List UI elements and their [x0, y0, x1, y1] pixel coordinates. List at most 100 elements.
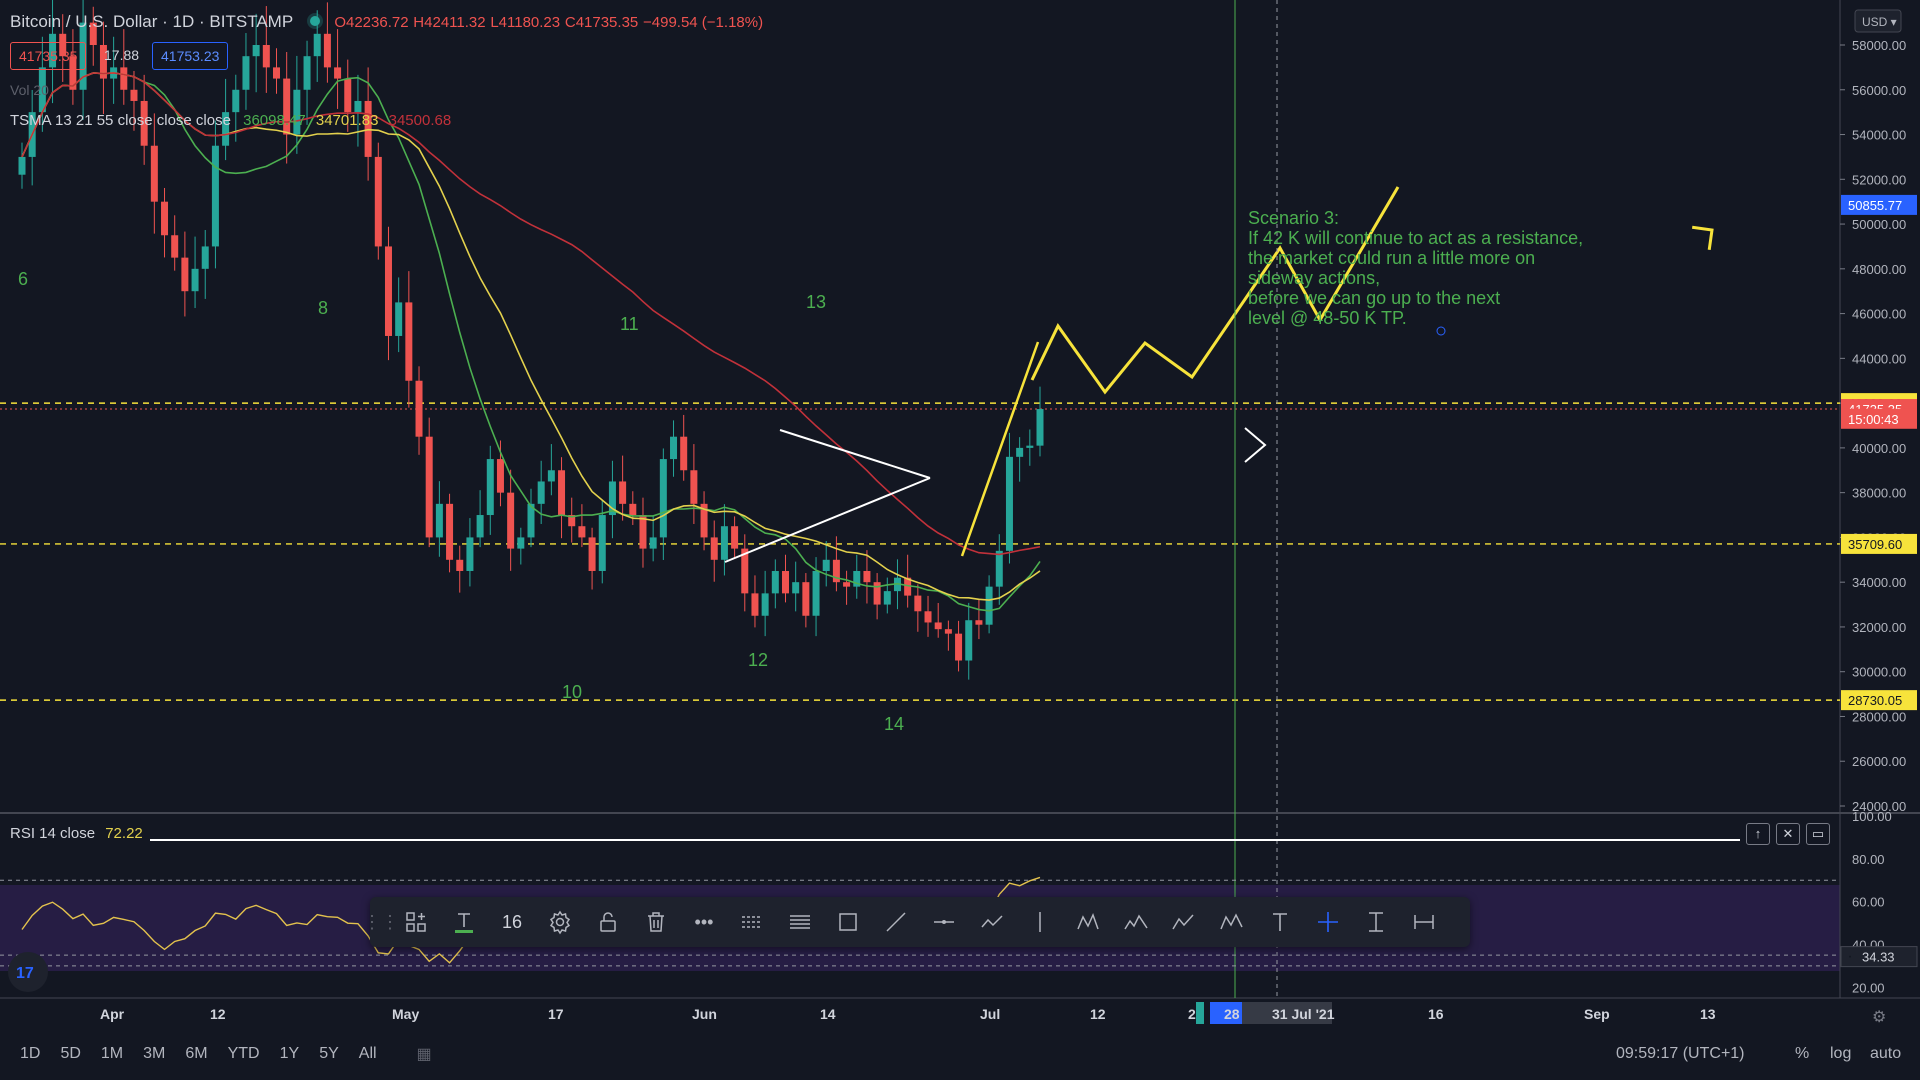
trash-icon[interactable] — [636, 902, 676, 942]
candle-body — [700, 503, 708, 538]
rsi-legend[interactable]: RSI 14 close 72.22 — [10, 825, 143, 842]
exchange-label: BITSTAMP — [209, 12, 293, 31]
candle-body — [293, 89, 301, 135]
candle-body — [507, 492, 515, 549]
date-range-marker — [1196, 1002, 1204, 1024]
wave-label: 6 — [18, 269, 28, 289]
sma55-value: 34500.68 — [388, 112, 452, 129]
crosshair-icon[interactable] — [1308, 902, 1348, 942]
candle-body — [140, 100, 148, 146]
candle-body — [384, 246, 392, 336]
rsi-move-up-icon[interactable]: ↑ — [1746, 823, 1770, 845]
align-icon[interactable] — [780, 902, 820, 942]
line-style-icon[interactable] — [732, 902, 772, 942]
drag-handle-icon[interactable]: ⋮⋮ — [363, 911, 399, 932]
rectangle-tool-icon[interactable] — [828, 902, 868, 942]
candle-body — [59, 33, 67, 57]
price-tick-label: 52000.00 — [1852, 172, 1906, 187]
candle-body — [751, 593, 759, 616]
candle-body — [69, 56, 77, 90]
rsi-current-tag — [1840, 946, 1918, 968]
bottom-toolbar: 1D 5D 1M 3M 6M YTD 1Y 5Y All ▦ 09:59:17 … — [0, 1028, 1920, 1080]
candle-body — [99, 45, 107, 79]
symbol-title[interactable]: Bitcoin / U.S. Dollar — [10, 12, 158, 31]
sell-price-button[interactable]: 41735.35 — [10, 42, 87, 70]
elliott-wave-icon[interactable] — [1116, 902, 1156, 942]
text-color-icon[interactable] — [444, 902, 484, 942]
volume-legend[interactable]: Vol 20 — [10, 82, 49, 98]
trendline-tool-icon[interactable] — [876, 902, 916, 942]
drawing-toolbar: ⋮⋮ 16 ••• — [363, 897, 1470, 947]
candle-body — [303, 56, 311, 90]
candle-body — [547, 470, 555, 482]
range-5y[interactable]: 5Y — [319, 1045, 339, 1062]
candle-body — [720, 526, 728, 560]
scenario-note-line: If 42 K will continue to act as a resist… — [1248, 228, 1583, 248]
candle-body — [79, 22, 87, 90]
ohlc-open: O42236.72 — [334, 14, 409, 31]
candle-body — [323, 33, 331, 68]
range-1m[interactable]: 1M — [100, 1045, 124, 1062]
candle-body — [232, 89, 240, 113]
range-ytd[interactable]: YTD — [227, 1045, 260, 1062]
templates-icon[interactable] — [396, 902, 436, 942]
rsi-maximize-icon[interactable]: ▭ — [1806, 823, 1830, 845]
candle-body — [191, 268, 199, 292]
text-tool-icon[interactable] — [1260, 902, 1300, 942]
pattern-tool-icon[interactable] — [1068, 902, 1108, 942]
range-5d[interactable]: 5D — [60, 1045, 81, 1062]
scenario-note-line: before we can go up to the next — [1248, 288, 1500, 308]
candle-body — [731, 526, 739, 549]
scenario-note-line: sideway actions, — [1248, 268, 1380, 288]
ohlc-high: H42411.32 — [413, 14, 486, 31]
price-range-icon[interactable] — [1356, 902, 1396, 942]
range-1y[interactable]: 1Y — [279, 1045, 300, 1062]
range-all[interactable]: All — [358, 1045, 377, 1062]
percent-toggle[interactable]: % — [1795, 1045, 1810, 1062]
log-toggle[interactable]: log — [1830, 1045, 1852, 1062]
candle-body — [89, 22, 97, 45]
scenario-note-line: the market could run a little more on — [1248, 248, 1535, 268]
auto-toggle[interactable]: auto — [1870, 1045, 1902, 1062]
sma-legend[interactable]: TSMA 13 21 55 close close close 36098.47… — [10, 112, 451, 129]
candle-body — [578, 526, 586, 538]
date-range-picker-icon[interactable]: ▦ — [416, 1046, 432, 1063]
settings-gear-icon[interactable] — [540, 902, 580, 942]
abc-wave-icon[interactable] — [1164, 902, 1204, 942]
path-tool-icon[interactable] — [972, 902, 1012, 942]
clock[interactable]: 09:59:17 (UTC+1) — [1616, 1045, 1745, 1062]
range-1d[interactable]: 1D — [20, 1045, 41, 1062]
candle-body — [914, 595, 922, 612]
price-tick-label: 46000.00 — [1852, 307, 1906, 322]
date-range-icon[interactable] — [1404, 902, 1444, 942]
projection-path — [1030, 186, 1400, 395]
time-tick-label: Jun — [692, 1006, 717, 1022]
tradingview-logo — [8, 952, 48, 992]
wave-label: 11 — [620, 314, 639, 334]
rsi-close-icon[interactable]: ✕ — [1776, 823, 1800, 845]
candle-body — [334, 67, 342, 79]
price-tick-label: 50000.00 — [1852, 217, 1906, 232]
candle-body — [965, 620, 973, 661]
time-tick-label: 13 — [1700, 1006, 1716, 1022]
candle-body — [883, 591, 891, 605]
candle-body — [955, 633, 963, 661]
more-icon[interactable]: ••• — [694, 911, 714, 932]
ae-wave-icon[interactable] — [1212, 902, 1252, 942]
wave-label: 13 — [806, 292, 826, 312]
vertical-line-icon[interactable] — [1020, 902, 1060, 942]
candle-body — [1036, 409, 1044, 446]
candle-body — [792, 582, 800, 594]
price-tag — [1841, 194, 1917, 215]
font-size-select[interactable]: 16 — [501, 911, 523, 932]
horizontal-line-icon[interactable] — [924, 902, 964, 942]
price-tick-label: 28000.00 — [1852, 709, 1906, 724]
lock-icon[interactable] — [588, 902, 628, 942]
range-3m[interactable]: 3M — [143, 1045, 166, 1062]
candle-body — [1026, 445, 1034, 448]
range-6m[interactable]: 6M — [185, 1045, 208, 1062]
buy-price-button[interactable]: 41753.23 — [152, 42, 229, 70]
rsi-value: 72.22 — [105, 825, 143, 842]
sma-label: TSMA 13 21 55 close close close — [10, 112, 231, 129]
